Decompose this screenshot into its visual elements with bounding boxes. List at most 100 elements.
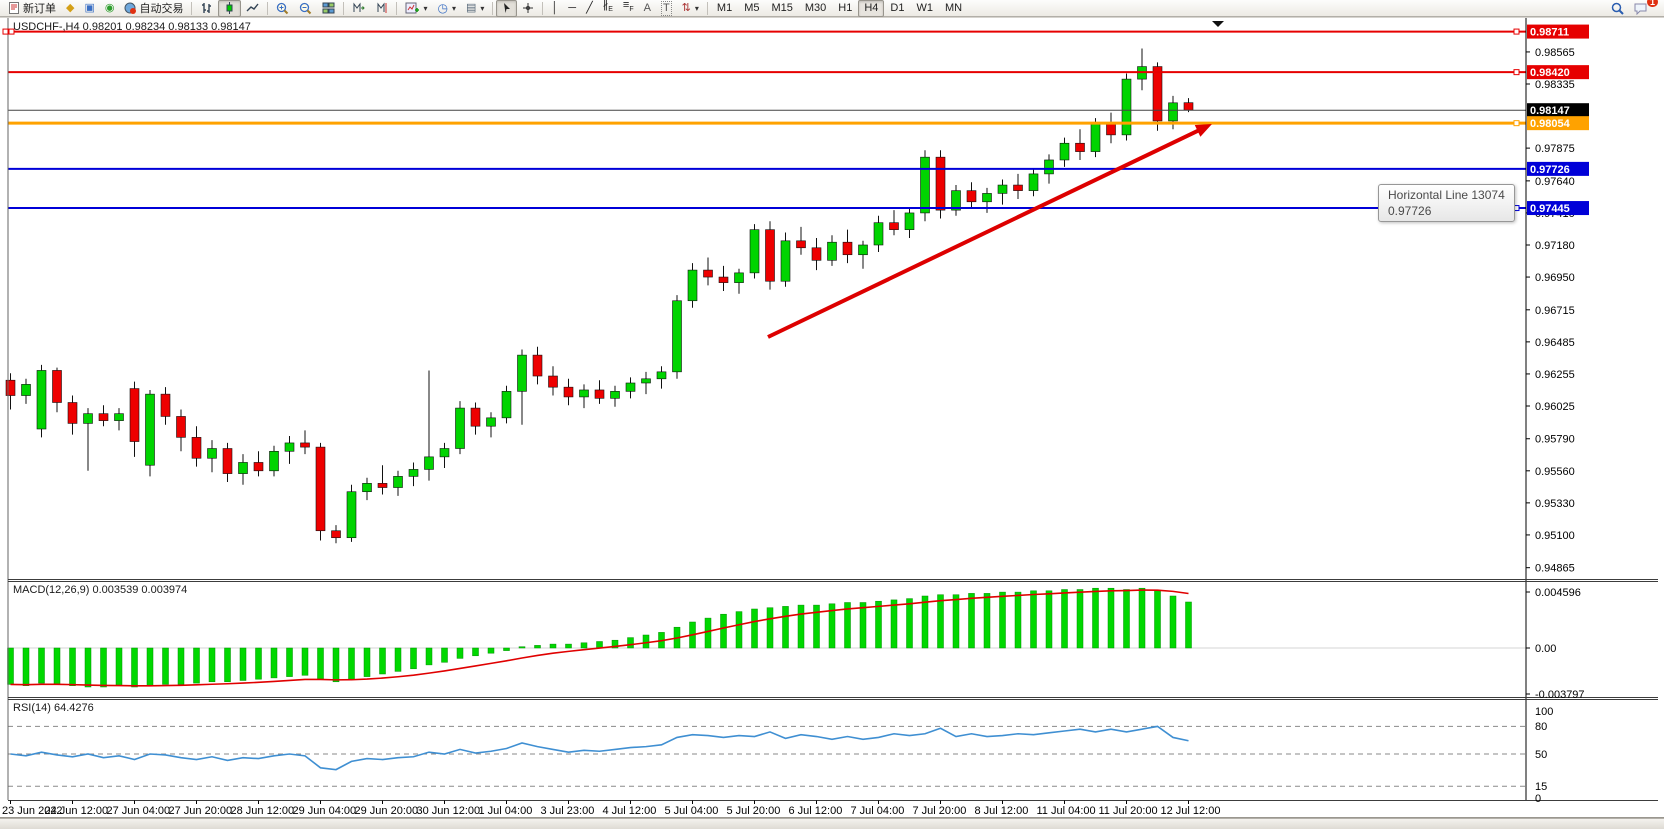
line-chart-icon — [246, 3, 260, 12]
candle-body — [579, 389, 589, 398]
trend-arrow-head[interactable] — [1194, 124, 1212, 137]
templates-button[interactable]: ▤ ▾ — [461, 0, 489, 17]
bar-chart-button[interactable] — [195, 0, 218, 17]
macd-bar — [1138, 587, 1146, 649]
line-handle[interactable] — [1513, 120, 1520, 127]
timeframe-button-m15[interactable]: M15 — [771, 2, 793, 14]
macd-scale-label: 0.00 — [1535, 643, 1556, 655]
label-button[interactable]: T — [656, 0, 677, 17]
macd-bar — [301, 647, 309, 676]
candle-body — [625, 382, 636, 392]
candle-body — [346, 491, 357, 539]
macd-bar — [425, 647, 433, 666]
macd-bar — [627, 637, 634, 649]
price-tick-label: 0.97180 — [1535, 240, 1575, 252]
candle-body — [1106, 123, 1116, 136]
rsi-scale-label: 50 — [1535, 749, 1547, 761]
macd-bar — [162, 647, 169, 685]
text-icon: A — [643, 1, 651, 14]
candle-body — [1075, 142, 1085, 152]
arrows-button[interactable]: ⇅ ▾ — [677, 0, 704, 17]
zoom-in-button[interactable] — [271, 0, 294, 17]
zoom-out-button[interactable] — [294, 0, 317, 17]
chevron-down-icon: ▾ — [423, 3, 428, 13]
line-handle[interactable] — [2, 28, 9, 35]
timeframe-button-w1[interactable]: W1 — [916, 2, 933, 14]
line-handle[interactable] — [1513, 69, 1520, 76]
macd-bar — [549, 643, 557, 649]
macd-bar — [968, 593, 975, 649]
rsi-scale-label: 0 — [1535, 793, 1541, 805]
chat-button[interactable]: 1 — [1629, 0, 1658, 17]
macd-scale-label: 0.004596 — [1535, 587, 1581, 599]
trend-arrow-line[interactable] — [767, 126, 1204, 339]
timeframe-button-m30[interactable]: M30 — [804, 2, 827, 14]
market-watch-button[interactable]: ◆ — [61, 0, 79, 17]
candle-body — [827, 241, 837, 261]
price-label-text: 0.98147 — [1530, 105, 1570, 117]
cursor-icon — [504, 3, 511, 13]
line-handle[interactable] — [8, 28, 15, 35]
timeframe-button-mn[interactable]: MN — [944, 2, 963, 14]
price-tick-label: 0.96715 — [1535, 305, 1575, 317]
toolbar-separator — [191, 1, 193, 15]
search-button[interactable] — [1606, 0, 1629, 17]
candle-body — [145, 393, 155, 466]
candle-body — [1168, 102, 1178, 122]
macd-bar — [518, 646, 526, 649]
chart-shift-button[interactable] — [370, 0, 393, 17]
text-button[interactable]: A — [639, 0, 656, 17]
time-axis-label: 6 Jul 12:00 — [789, 805, 843, 817]
horizontal-line-button[interactable]: ─ — [563, 0, 581, 17]
auto-scroll-button[interactable] — [347, 0, 370, 17]
candle-body — [548, 375, 558, 388]
cursor-button[interactable] — [496, 0, 518, 17]
candle-body — [300, 442, 310, 448]
macd-bar — [69, 647, 76, 686]
time-axis-label: 29 Jun 20:00 — [355, 805, 419, 817]
timeframe-button-d1[interactable]: D1 — [890, 2, 905, 14]
line-chart-button[interactable] — [241, 0, 264, 17]
terminal-button[interactable]: ▣ — [79, 0, 99, 17]
candle-body — [517, 354, 527, 392]
fibonacci-button[interactable]: ≡F — [618, 0, 639, 17]
chart-shift-marker[interactable] — [1212, 21, 1224, 27]
templates-icon: ▤ — [466, 1, 477, 14]
price-tick-label: 0.95100 — [1535, 530, 1575, 542]
candle-body — [703, 269, 713, 278]
new-order-button[interactable]: 新订单 — [3, 0, 61, 17]
candle-body — [83, 413, 93, 424]
channel-button[interactable]: ∦E — [598, 0, 618, 17]
crosshair-button[interactable] — [517, 0, 539, 17]
candlestick-button[interactable] — [218, 0, 242, 17]
timeframe-button-m1[interactable]: M1 — [716, 2, 733, 14]
price-label-text: 0.98711 — [1530, 27, 1569, 39]
indicators-button[interactable]: ▾ — [400, 0, 432, 17]
auto-trading-button[interactable]: 自动交易 — [119, 0, 188, 17]
candle-body — [1152, 66, 1163, 122]
line-handle[interactable] — [1513, 205, 1520, 212]
candle-body — [811, 247, 822, 261]
trendline-button[interactable]: ╱ — [581, 0, 598, 17]
channel-icon: ∦E — [602, 0, 613, 14]
candle-body — [238, 462, 248, 474]
candle-body — [904, 212, 915, 230]
macd-bar — [38, 647, 45, 684]
timeframe-button-h4[interactable]: H4 — [858, 0, 885, 17]
vertical-line-button[interactable]: │ — [546, 0, 563, 17]
status-bar — [0, 818, 1664, 829]
macd-bar — [84, 647, 92, 688]
price-tick-label: 0.98335 — [1535, 79, 1575, 91]
time-axis-label: 27 Jun 20:00 — [169, 805, 233, 817]
chat-icon — [1634, 3, 1647, 15]
timeframe-button-h1[interactable]: H1 — [838, 2, 853, 14]
periods-button[interactable]: ◷ ▾ — [433, 0, 462, 17]
candle-body — [98, 413, 109, 421]
signals-button[interactable]: ◉ — [100, 0, 120, 17]
line-handle[interactable] — [1513, 28, 1520, 35]
candle-body — [532, 354, 543, 377]
tile-windows-button[interactable] — [317, 0, 340, 17]
macd-bar — [720, 613, 727, 649]
timeframe-button-m5[interactable]: M5 — [744, 2, 760, 14]
